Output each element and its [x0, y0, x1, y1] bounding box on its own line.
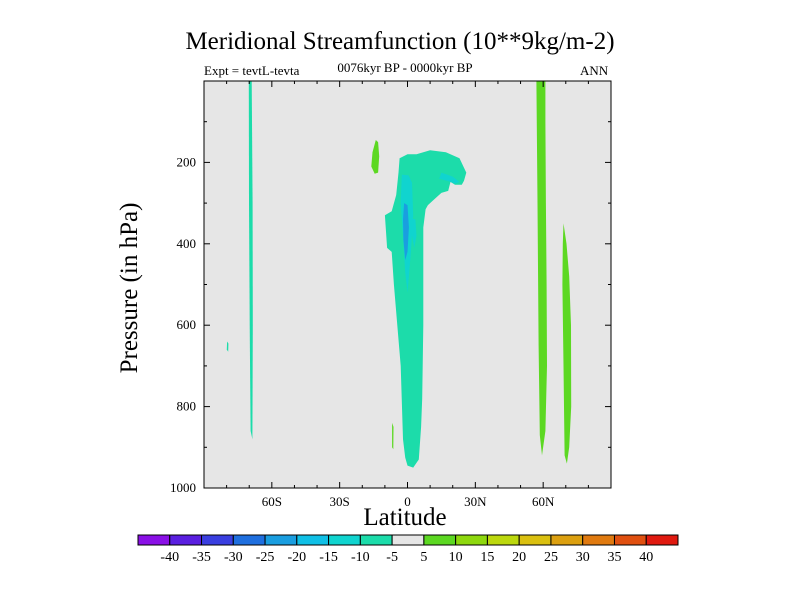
- colorbar-swatch: [455, 534, 488, 546]
- colorbar-swatch: [201, 534, 234, 546]
- chart-title: Meridional Streamfunction (10**9kg/m-2): [185, 28, 615, 55]
- colorbar-swatch: [582, 534, 615, 546]
- x-tick-label: 60N: [532, 494, 555, 509]
- y-tick-label: 1000: [170, 480, 196, 495]
- y-tick-label: 400: [177, 236, 197, 251]
- colorbar-label: 10: [449, 550, 463, 565]
- colorbar-swatch: [518, 534, 552, 546]
- contour-region-max5-10-7: [371, 140, 380, 174]
- colorbar-swatch: [550, 534, 584, 546]
- colorbar-label: -35: [192, 550, 211, 565]
- colorbar-label: 40: [639, 550, 653, 565]
- colorbar-swatch: [137, 534, 171, 546]
- colorbar-label: -5: [386, 550, 398, 565]
- colorbar-swatch: [264, 534, 298, 546]
- period-label: 0076kyr BP - 0000kyr BP: [337, 60, 473, 75]
- colorbar-label: -20: [287, 550, 306, 565]
- contour-region-min20-15-6: [403, 203, 409, 261]
- axis-ticks: 60S 30S 0 30N 60N 200 400 600 800 1000: [170, 81, 611, 509]
- colorbar-swatch: [613, 534, 647, 546]
- y-tick-label: 600: [177, 317, 197, 332]
- colorbar-label: -10: [351, 550, 370, 565]
- colorbar-swatch: [296, 534, 330, 546]
- colorbar-swatch: [232, 534, 266, 546]
- experiment-label: Expt = tevtL-tevta: [204, 63, 300, 78]
- y-tick-label: 800: [177, 399, 197, 414]
- colorbar-swatch: [328, 534, 361, 546]
- colorbar-swatch: [423, 534, 457, 546]
- colorbar-label: 35: [607, 550, 621, 565]
- contour-regions: [226, 81, 572, 468]
- y-tick-label: 200: [177, 154, 197, 169]
- colorbar-label: -15: [319, 550, 338, 565]
- colorbar-swatch: [359, 534, 393, 546]
- colorbar-label: 20: [512, 550, 526, 565]
- colorbar-label: -30: [224, 550, 243, 565]
- contour-region-min15-10-5: [412, 218, 417, 248]
- colorbar-label: 15: [480, 550, 494, 565]
- contour-region-min10-5-0: [248, 81, 253, 440]
- contour-region-max5-10-10: [562, 223, 572, 464]
- x-tick-label: 30N: [464, 494, 487, 509]
- colorbar-label: 5: [420, 550, 427, 565]
- contour-region-max5-10-8: [392, 422, 394, 450]
- x-tick-label: 0: [404, 494, 411, 509]
- colorbar-swatch: [486, 534, 520, 546]
- colorbar-swatch: [391, 534, 425, 546]
- contour-region-min15-10-4: [439, 172, 460, 184]
- colorbar-swatch: [169, 534, 203, 546]
- season-label: ANN: [580, 63, 609, 78]
- x-axis-label: Latitude: [363, 504, 447, 531]
- colorbar-swatch: [645, 534, 679, 546]
- contour-region-max5-10-9: [536, 81, 547, 456]
- colorbar: -40 -35 -30 -25 -20 -15 -10 -5 5 10 15 20 25 30 35 40: [137, 534, 679, 565]
- colorbar-label: -25: [256, 550, 275, 565]
- colorbar-label: 25: [544, 550, 558, 565]
- x-tick-label: 30S: [330, 494, 350, 509]
- colorbar-label: -40: [160, 550, 179, 565]
- contour-region-min10-5-1: [226, 341, 229, 352]
- x-tick-label: 60S: [262, 494, 282, 509]
- colorbar-label: 30: [576, 550, 590, 565]
